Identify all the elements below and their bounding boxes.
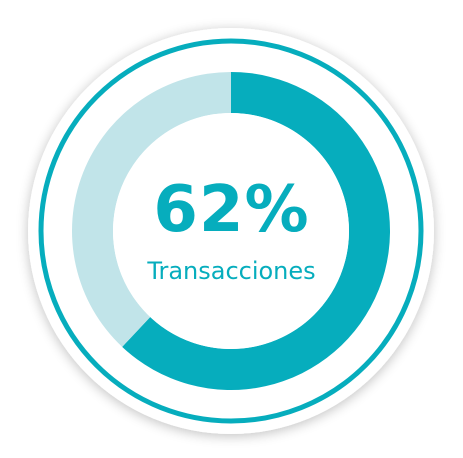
outer-ring	[38, 38, 424, 424]
slice-remaining	[72, 72, 231, 347]
slice-filled	[122, 72, 390, 390]
inner-hole	[113, 113, 349, 349]
